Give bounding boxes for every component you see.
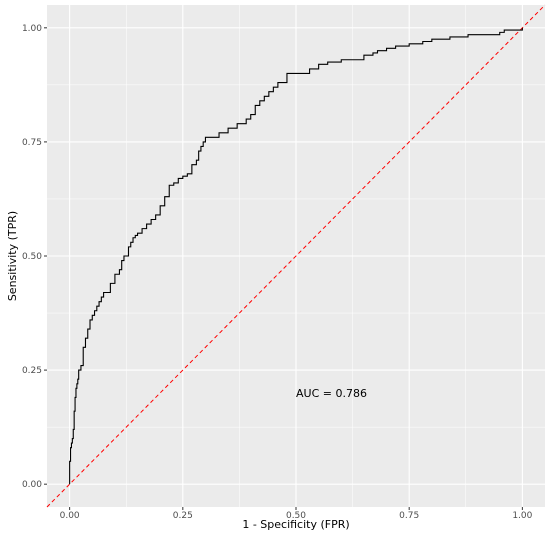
x-tick-label: 0.00 [60, 511, 80, 521]
x-tick-label: 1.00 [512, 511, 532, 521]
x-tick-label: 0.75 [399, 511, 419, 521]
y-axis-ticks: 0.00 0.25 0.50 0.75 1.00 [22, 24, 47, 490]
y-tick-label: 1.00 [22, 24, 42, 34]
annotations: AUC = 0.786 [296, 387, 367, 400]
roc-curve [69, 27, 523, 485]
x-axis-ticks: 0.00 0.25 0.50 0.75 1.00 [60, 507, 533, 521]
reference-diagonal-line [46, 4, 546, 508]
y-tick-label: 0.50 [22, 252, 42, 262]
y-tick-label: 0.75 [22, 138, 42, 148]
x-tick-label: 0.25 [173, 511, 193, 521]
x-tick-label: 0.50 [286, 511, 306, 521]
x-axis-title: 1 - Specificity (FPR) [242, 518, 349, 531]
y-tick-label: 0.25 [22, 366, 42, 376]
y-tick-label: 0.00 [22, 480, 42, 490]
y-axis-title: Sensitivity (TPR) [6, 211, 19, 301]
auc-annotation: AUC = 0.786 [296, 387, 367, 400]
